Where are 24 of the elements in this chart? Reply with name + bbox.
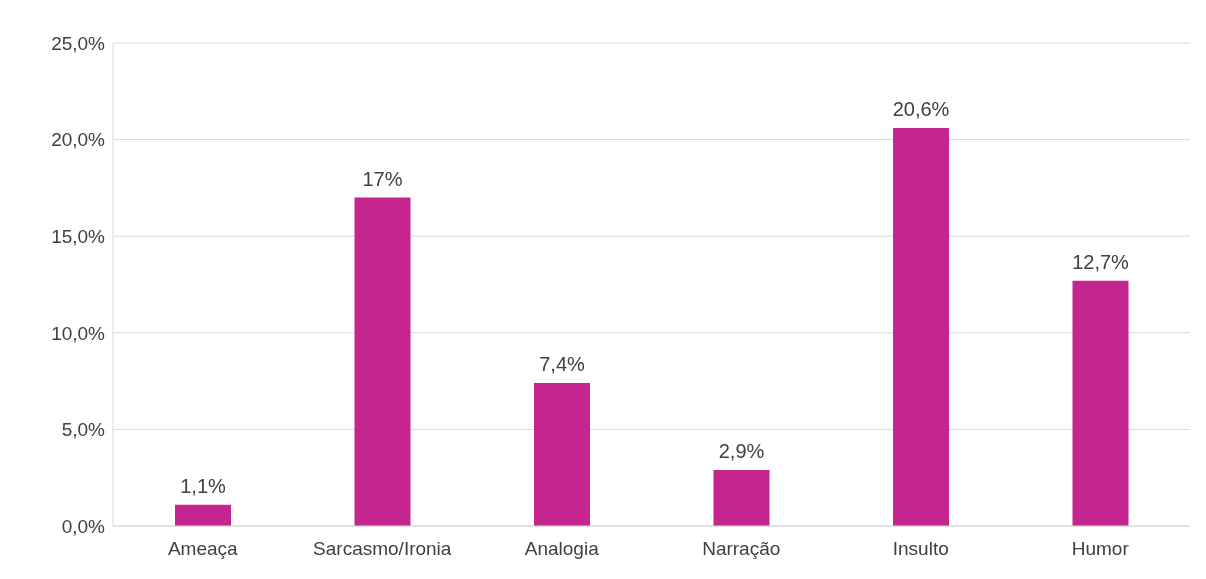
data-label: 20,6% — [892, 98, 950, 121]
bar — [1072, 280, 1129, 526]
bar — [534, 383, 590, 526]
data-label: 12,7% — [1072, 250, 1130, 273]
data-label: 7,4% — [539, 353, 586, 376]
x-tick-label: Sarcasmo/Ironia — [313, 538, 452, 560]
x-tick-label: Ameaça — [167, 538, 239, 560]
y-tick-label: 15,0% — [51, 225, 106, 247]
x-tick-label: Insulto — [892, 538, 949, 560]
x-tick-label: Narração — [702, 538, 781, 560]
x-tick-label: Analogia — [524, 538, 600, 560]
data-label: 2,9% — [718, 439, 765, 462]
y-tick-label: 20,0% — [51, 129, 106, 151]
y-tick-label: 10,0% — [51, 322, 106, 344]
bar — [175, 504, 231, 526]
y-tick-label: 25,0% — [51, 32, 106, 54]
bar — [713, 469, 770, 526]
data-label: 17% — [362, 167, 403, 190]
data-label: 1,1% — [180, 474, 227, 497]
y-tick-label: 5,0% — [61, 419, 106, 441]
bar — [354, 197, 411, 526]
bar — [893, 128, 949, 526]
y-tick-label: 0,0% — [61, 515, 106, 537]
x-tick-label: Humor — [1071, 538, 1130, 560]
